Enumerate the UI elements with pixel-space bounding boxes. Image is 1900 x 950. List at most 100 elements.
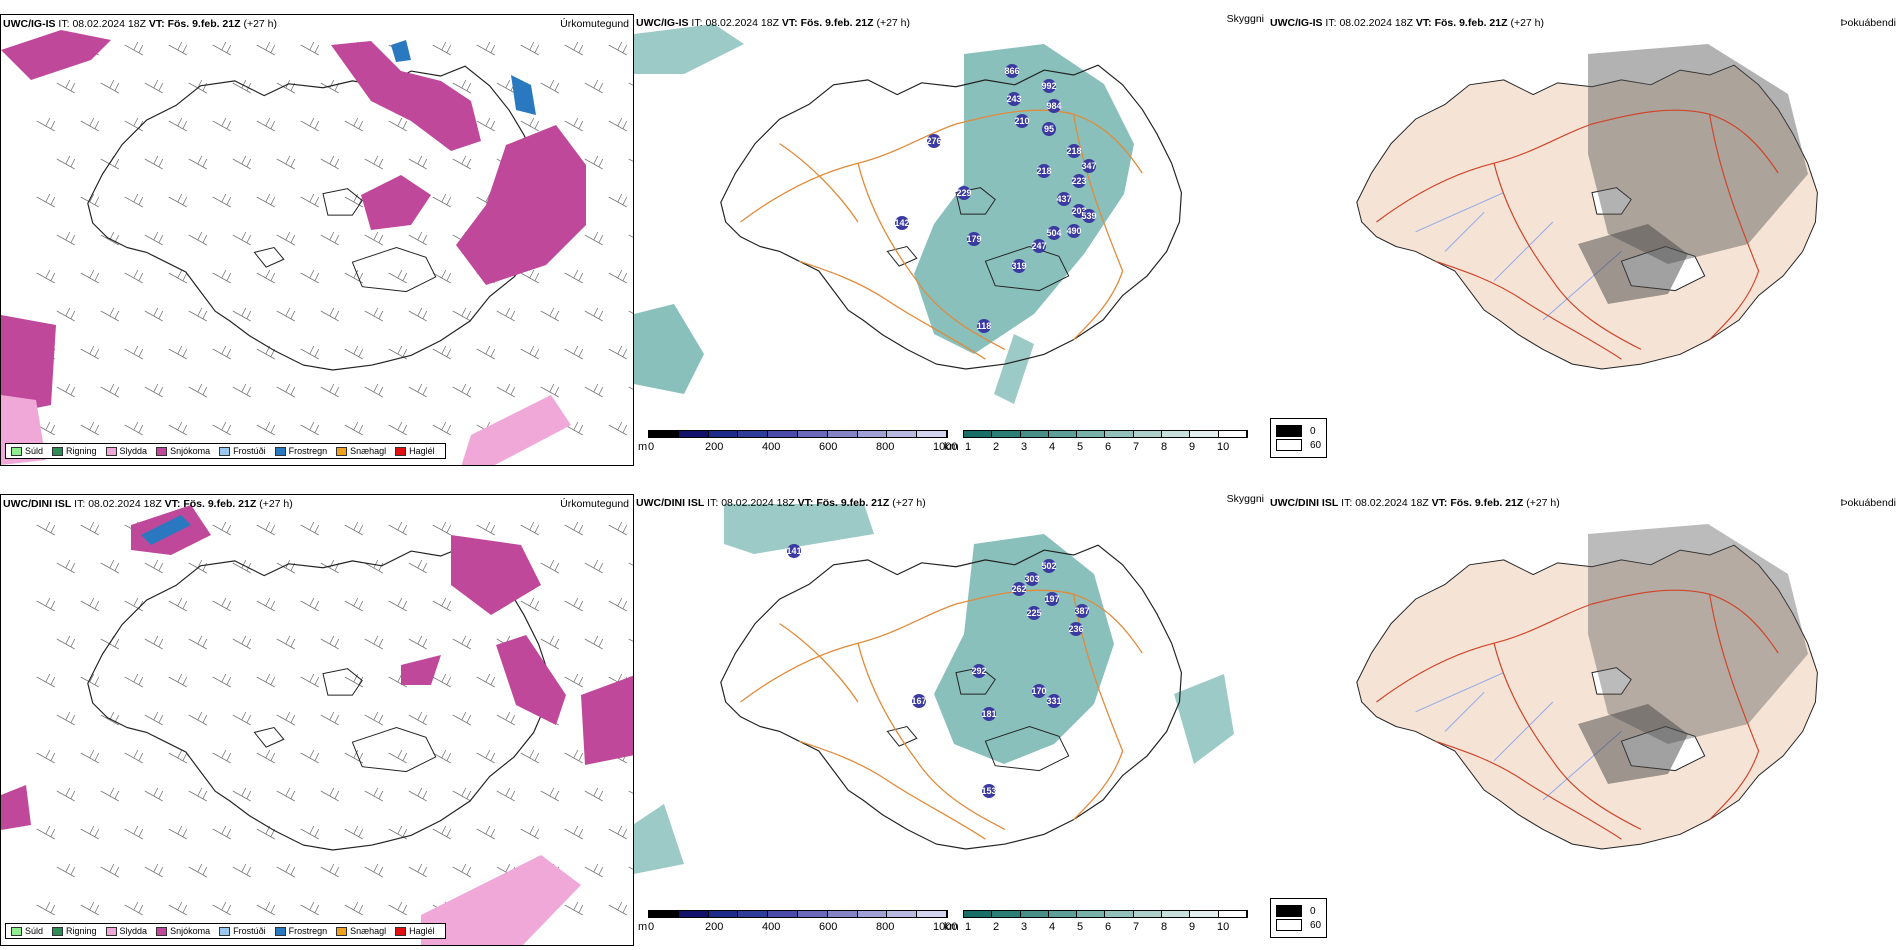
- colorbar-swatch: [649, 911, 679, 917]
- colorbar-tick-label: 400: [762, 441, 781, 453]
- spot-label-bg: [1005, 64, 1019, 78]
- colorbar-tick-label: 3: [1021, 441, 1028, 453]
- spot-label-bg: [1032, 684, 1046, 698]
- fog-area: [1588, 524, 1808, 744]
- snow-area: [361, 175, 431, 230]
- spot-label: 170: [1031, 686, 1046, 696]
- spot-label: 210: [1014, 116, 1029, 126]
- spot-label-bg: [1012, 259, 1026, 273]
- precip-legend: Súld Rigning Slydda Snjókoma Frostúði Fr…: [5, 923, 446, 939]
- colorbar-tick-label: 4: [1049, 921, 1056, 933]
- snow-area: [401, 655, 441, 685]
- low-visibility-area: [1174, 674, 1234, 764]
- colorbar-tick-label: 5: [1077, 921, 1084, 933]
- panel-title: Úrkomutegund: [560, 498, 629, 510]
- precip-map: [1, 505, 633, 945]
- spot-label: 223: [1071, 176, 1086, 186]
- visibility-panel: 141 502 303 262 197 225 387 236 292 167 170 331 181 1…: [634, 494, 1268, 946]
- colorbar-tick-label: 9: [1189, 441, 1196, 453]
- spot-label: 95: [1044, 124, 1054, 134]
- spot-label: 141: [786, 546, 801, 556]
- legend-item-rain: Rigning: [52, 446, 97, 456]
- colorbar-swatch: [1048, 431, 1078, 437]
- fog-area: [1578, 224, 1688, 304]
- legend-item-snow: Snjókoma: [156, 446, 210, 456]
- colorbar-tick-label: 1000: [933, 921, 958, 933]
- colorbar-swatch: [1077, 911, 1106, 917]
- colorbar-swatch: [1218, 431, 1247, 437]
- colorbar-meters: [648, 910, 948, 918]
- colorbar-tick-label: 5: [1077, 441, 1084, 453]
- colorbar-tick-label: 800: [876, 921, 895, 933]
- snow-area: [496, 635, 566, 725]
- colorbar-swatch: [857, 431, 888, 437]
- low-visibility-area: [994, 334, 1034, 404]
- fog-indicator-panel: UWC/IG-IS IT: 08.02.2024 18Z VT: Fös. 9.…: [1268, 14, 1900, 466]
- freezing-rain-area: [391, 40, 411, 62]
- precip-type-panel: UWC/DINI ISL IT: 08.02.2024 18Z VT: Fös.…: [0, 494, 634, 946]
- colorbar-swatch: [857, 911, 888, 917]
- spot-label-bg: [1042, 122, 1056, 136]
- colorbar-swatch: [797, 431, 828, 437]
- spot-label-bg: [1025, 572, 1039, 586]
- panel-header: UWC/DINI ISL IT: 08.02.2024 18Z VT: Fös.…: [3, 498, 293, 510]
- freezing-rain-area: [141, 515, 191, 545]
- spot-label-bg: [927, 134, 941, 148]
- low-visibility-area: [724, 504, 874, 554]
- spot-label: 153: [981, 786, 996, 796]
- legend-item-freezing-rain: Frostregn: [274, 446, 327, 456]
- fog-area: [1588, 44, 1808, 264]
- colorbar-unit-m: m: [638, 441, 648, 453]
- colorbar-swatch: [1162, 431, 1191, 437]
- fog-legend-item: 0: [1276, 425, 1321, 437]
- colorbar-tick-label: 9: [1189, 921, 1196, 933]
- spot-label: 262: [1011, 584, 1026, 594]
- snow-area: [581, 675, 633, 765]
- colorbar-tick-label: 600: [819, 921, 838, 933]
- spot-label-bg: [1012, 582, 1026, 596]
- panel-header: UWC/DINI ISL IT: 08.02.2024 18Z VT: Fös.…: [1270, 497, 1560, 509]
- spot-label-bg: [787, 544, 801, 558]
- low-visibility-area: [914, 44, 1134, 354]
- sleet-area: [461, 395, 571, 465]
- colorbar-swatch: [708, 431, 739, 437]
- colorbar-tick-label: 200: [705, 921, 724, 933]
- spot-label: 502: [1041, 561, 1056, 571]
- visibility-colorbar: m 0 200 400 600 800 1000 km 1 2 3 4 5 6 7 8 9 10: [638, 910, 1248, 940]
- spot-label: 984: [1046, 101, 1061, 111]
- fog-area: [1578, 704, 1688, 784]
- spot-label-bg: [1067, 224, 1081, 238]
- colorbar-unit-m: m: [638, 921, 648, 933]
- legend-item-drizzle: Súld: [11, 926, 43, 936]
- colorbar-swatch: [1077, 431, 1106, 437]
- low-visibility-area: [634, 24, 744, 74]
- spot-label: 490: [1066, 226, 1081, 236]
- colorbar-swatch: [827, 911, 858, 917]
- fog-map: [1268, 524, 1900, 946]
- colorbar-kilometers: [963, 430, 1248, 438]
- snow-area: [331, 41, 481, 151]
- legend-item-snow-pellets: Snæhagl: [336, 926, 386, 936]
- spot-label: 539: [1081, 211, 1096, 221]
- fog-legend: 0 60: [1270, 898, 1328, 938]
- spot-label-bg: [1015, 114, 1029, 128]
- colorbar-swatch: [768, 911, 798, 917]
- spot-label: 504: [1046, 228, 1061, 238]
- spot-label-bg: [1072, 174, 1086, 188]
- colorbar-swatch: [1105, 911, 1134, 917]
- colorbar-tick-label: 3: [1021, 921, 1028, 933]
- colorbar-tick-label: 10: [1217, 921, 1230, 933]
- legend-item-hail: Haglél: [395, 926, 435, 936]
- spot-label-bg: [972, 664, 986, 678]
- panel-title: Skyggni: [1226, 494, 1264, 505]
- spot-label: 225: [1026, 608, 1041, 618]
- spot-label: 247: [1031, 241, 1046, 251]
- colorbar-tick-label: 1: [965, 441, 972, 453]
- spot-label-bg: [1082, 209, 1096, 223]
- colorbar-tick-label: 10: [1217, 441, 1230, 453]
- spot-label: 167: [911, 696, 926, 706]
- precip-type-panel: UWC/IG-IS IT: 08.02.2024 18Z VT: Fös. 9.…: [0, 14, 634, 466]
- colorbar-swatch: [738, 431, 769, 437]
- spot-label: 229: [956, 188, 971, 198]
- colorbar-tick-label: 6: [1105, 441, 1112, 453]
